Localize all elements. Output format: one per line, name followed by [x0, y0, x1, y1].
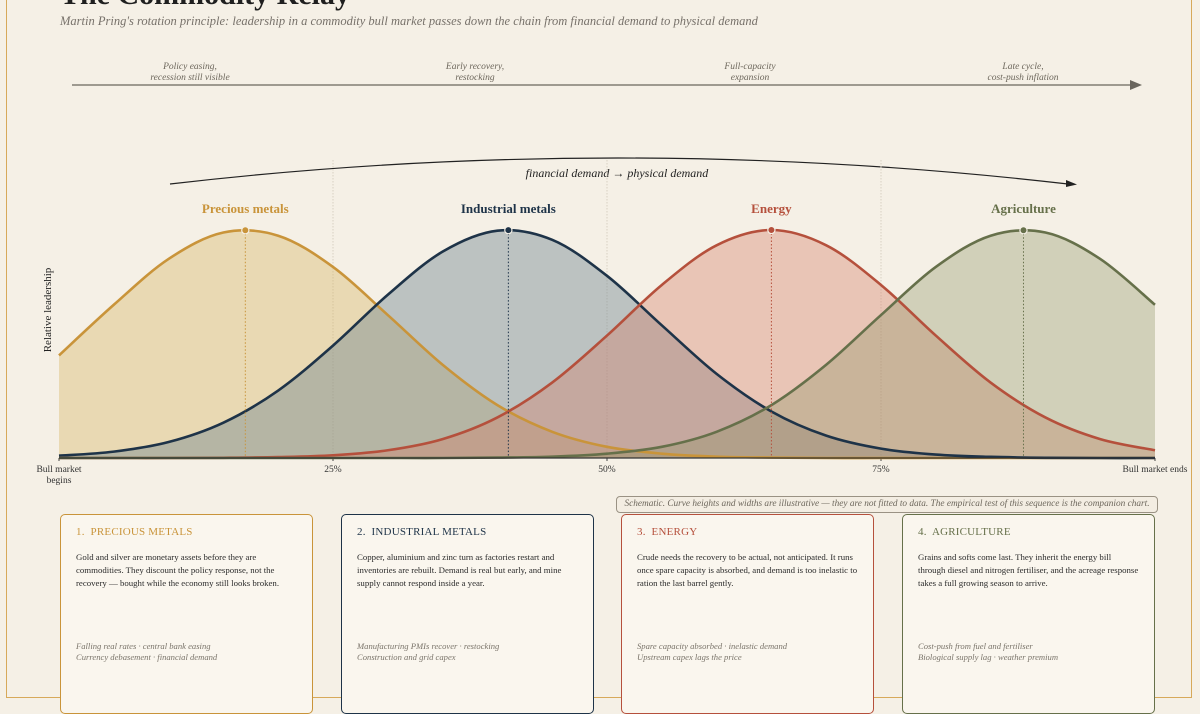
chart-title: The Commodity Relay — [60, 0, 350, 11]
series-area — [59, 230, 1155, 459]
y-axis-label: Relative leadership — [42, 267, 54, 352]
stage-label: Late cycle, — [1001, 62, 1043, 72]
series-line — [58, 228, 1156, 460]
card-body: Copper, aluminium and zinc turn as facto… — [357, 552, 562, 588]
series-label: Energy — [751, 201, 792, 216]
peak-dot — [241, 226, 250, 235]
card-body: Gold and silver are monetary assets befo… — [76, 552, 280, 588]
card-footer: Spare capacity absorbed · inelastic dema… — [637, 641, 787, 663]
stage-arrowhead — [1130, 80, 1142, 90]
card-body: Grains and softs come last. They inherit… — [918, 552, 1139, 588]
stage-label: expansion — [731, 73, 770, 83]
stage-label: cost-push inflation — [988, 72, 1059, 83]
peak-dot — [504, 225, 513, 235]
card-heading: 4. AGRICULTURE — [918, 526, 1011, 538]
stage-label: Policy easing, — [162, 62, 217, 72]
peak-dot — [767, 225, 776, 235]
card: 4. AGRICULTURE Grains and softs come last… — [902, 514, 1155, 714]
chart: The Commodity Relay Martin Pring's rotat… — [42, 0, 1156, 461]
card-footer: Falling real rates · central bank easing… — [76, 641, 217, 663]
card-heading: 2. INDUSTRIAL METALS — [357, 526, 487, 538]
card-footer-line: Upstream capex lags the price — [637, 652, 742, 662]
stage-label: Full-capacity — [723, 62, 776, 72]
card-footer-line: Cost-push from fuel and fertiliser — [918, 641, 1033, 651]
page: The Commodity Relay Martin Pring's rotat… — [6, 0, 1192, 714]
chart-subtitle: Martin Pring's rotation principle: leade… — [59, 14, 759, 28]
card-footer-line: Manufacturing PMIs recover · restocking — [357, 641, 500, 651]
x-tick-label: 25% — [324, 465, 342, 475]
card-footer-line: Construction and grid capex — [357, 652, 456, 662]
x-tick-label: Bull market ends — [1122, 465, 1188, 475]
stage-label: restocking — [455, 73, 494, 83]
card: 1. PRECIOUS METALS Gold and silver are mo… — [60, 514, 313, 714]
peaks — [241, 225, 1028, 458]
card-footer: Cost-push from fuel and fertiliser Biolog… — [918, 641, 1058, 663]
x-tick-label: Bull market begins — [36, 465, 82, 486]
card-body: Crude needs the recovery to be actual, n… — [637, 552, 858, 588]
stage-label: Early recovery, — [445, 62, 504, 72]
series-area — [59, 230, 1155, 459]
series-area — [59, 230, 1155, 459]
card-footer-line: Currency debasement · financial demand — [76, 652, 218, 662]
series-area — [59, 230, 1155, 459]
stage-label: recession still visible — [150, 73, 229, 83]
card-footer-line: Falling real rates · central bank easing — [76, 641, 211, 651]
card-footer: Manufacturing PMIs recover · restocking C… — [357, 641, 499, 663]
card-heading: 1. PRECIOUS METALS — [76, 526, 193, 538]
peak-dot — [1019, 226, 1028, 235]
demand-label: financial demand → physical demand — [526, 166, 710, 180]
x-tick-label: 50% — [598, 465, 616, 475]
demand-arrowhead — [1066, 180, 1077, 187]
card: 3. ENERGY Crude needs the recovery to be … — [621, 514, 874, 714]
series-label: Agriculture — [991, 201, 1056, 216]
series-label: Industrial metals — [461, 201, 556, 216]
card: 2. INDUSTRIAL METALS Copper, aluminium an… — [341, 514, 594, 714]
card-footer-line: Biological supply lag · weather premium — [918, 652, 1059, 662]
card-heading: 3. ENERGY — [637, 526, 698, 538]
areas — [59, 230, 1155, 459]
note: Schematic. Curve heights and widths are … — [616, 496, 1158, 513]
card-footer-line: Spare capacity absorbed · inelastic dema… — [637, 641, 788, 651]
x-tick-label: 75% — [872, 465, 890, 475]
series-label: Precious metals — [202, 201, 289, 216]
demand-arrow — [169, 157, 1069, 185]
